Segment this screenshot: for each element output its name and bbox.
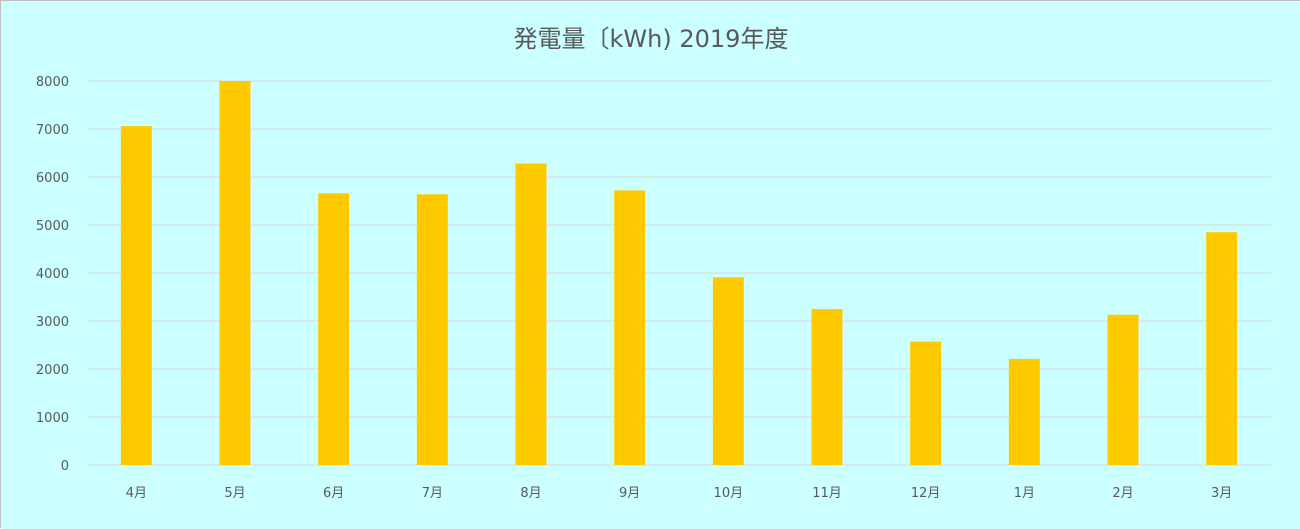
y-tick-label: 1000 <box>36 411 69 426</box>
y-tick-label: 3000 <box>36 315 69 330</box>
x-axis-tick-labels: 4月 5月 6月 7月 8月 9月 10月 11月 12月 1月 2月 3月 <box>126 486 1233 501</box>
x-tick-label: 5月 <box>224 486 245 501</box>
bars <box>120 81 1238 466</box>
y-tick-label: 2000 <box>36 363 69 378</box>
x-tick-label: 11月 <box>812 486 842 501</box>
y-tick-label: 8000 <box>36 75 69 90</box>
bar <box>416 194 448 465</box>
x-tick-label: 6月 <box>323 486 344 501</box>
x-tick-label: 2月 <box>1112 486 1133 501</box>
bar <box>910 341 942 465</box>
y-axis-tick-labels: 0 1000 2000 3000 4000 5000 6000 7000 8000 <box>36 75 69 474</box>
bar <box>614 190 646 465</box>
bar <box>1206 232 1238 465</box>
bar <box>318 193 350 465</box>
x-tick-label: 3月 <box>1211 486 1232 501</box>
bar <box>811 309 843 465</box>
x-tick-label: 7月 <box>422 486 443 501</box>
x-tick-label: 9月 <box>619 486 640 501</box>
y-tick-label: 4000 <box>36 267 69 282</box>
y-tick-label: 0 <box>61 459 69 474</box>
x-tick-label: 8月 <box>520 486 541 501</box>
y-tick-label: 5000 <box>36 219 69 234</box>
x-tick-label: 4月 <box>126 486 147 501</box>
bar <box>120 126 152 466</box>
y-tick-label: 7000 <box>36 123 69 138</box>
bar <box>1107 314 1139 465</box>
bar <box>1008 358 1040 465</box>
y-tick-label: 6000 <box>36 171 69 186</box>
bar <box>515 163 547 465</box>
x-tick-label: 1月 <box>1014 486 1035 501</box>
gridlines <box>87 80 1271 466</box>
bar <box>712 277 744 465</box>
bar <box>219 81 251 465</box>
chart-title: 発電量〔kWh) 2019年度 <box>514 25 789 53</box>
x-tick-label: 10月 <box>714 486 744 501</box>
x-tick-label: 12月 <box>911 486 941 501</box>
